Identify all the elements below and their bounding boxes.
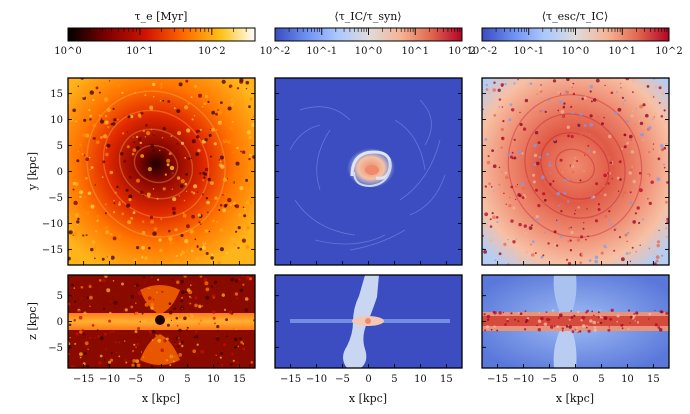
z-tick-label: 5 [57, 291, 63, 302]
colorbar-ic-syn: ⟨τ_IC/τ_syn⟩ 10^-2 10^-1 10^0 10^1 10^2 [260, 10, 476, 57]
x-tick-label: 15 [647, 374, 660, 385]
y-tick-label: 5 [57, 141, 63, 152]
x-axis-label-3: x [kpc] [556, 392, 594, 405]
x-tick-label: 5 [391, 374, 397, 385]
y-tick-label: −5 [48, 193, 63, 204]
colorbar-tick-label: 10^0 [562, 46, 589, 57]
colorbar-tick-label: 10^2 [448, 46, 475, 57]
colorbar-ic-syn-label: ⟨τ_IC/τ_syn⟩ [334, 10, 401, 23]
panel-esc-ic-face-on-spiral [507, 94, 643, 238]
x-tick-label: −10 [99, 374, 120, 385]
x-tick-label: −10 [513, 374, 534, 385]
panel-esc-ic-edge-on-speckle [483, 308, 669, 334]
colorbar-ic-syn-ticks: 10^-2 10^-1 10^0 10^1 10^2 [260, 28, 476, 57]
x-tick-label: 15 [440, 374, 453, 385]
x-tick-label: 0 [365, 374, 371, 385]
colorbar-tick-label: 10^2 [198, 46, 225, 57]
x-tick-label: 15 [233, 374, 246, 385]
panel-tau-e-edge-on-speckle [68, 275, 255, 368]
colorbar-tau-e: τ_e [Myr] 10^0 10^1 10^2 [54, 10, 256, 57]
z-tick-label: −5 [48, 343, 63, 354]
x-tick-label: −15 [280, 374, 301, 385]
colorbar-tick-label: 10^0 [355, 46, 382, 57]
colorbar-esc-ic: ⟨τ_esc/τ_IC⟩ 10^-2 10^-1 10^0 10^1 10^2 [467, 10, 683, 57]
panel-ic-syn-face-on [274, 77, 463, 266]
x-tick-label: −15 [487, 374, 508, 385]
panel-esc-ic-edge-on [481, 274, 670, 369]
panel-tau-e-edge-on [67, 274, 256, 369]
x-axis-label-1: x [kpc] [142, 392, 180, 405]
y-tick-label: 10 [50, 115, 63, 126]
x-tick-label: −5 [542, 374, 557, 385]
x-tick-label: 5 [598, 374, 604, 385]
panel-tau-e-face-on-spiral [86, 90, 226, 238]
panel-ic-syn-face-on-core [347, 148, 395, 188]
y-axis-label: y [kpc] [26, 152, 39, 191]
x-tick-label: −10 [306, 374, 327, 385]
x-tick-label: 5 [184, 374, 190, 385]
y-tick-label: 15 [50, 89, 63, 100]
colorbar-esc-ic-label: ⟨τ_esc/τ_IC⟩ [542, 10, 609, 23]
panel-esc-ic-face-on [481, 77, 670, 266]
colorbar-tau-e-ticks: 10^0 10^1 10^2 [54, 28, 247, 57]
x-tick-label: 0 [158, 374, 164, 385]
colorbar-tick-label: 10^2 [655, 46, 682, 57]
panel-tau-e-face-on-image [68, 78, 255, 265]
colorbar-tick-label: 10^1 [402, 46, 429, 57]
x-tick-label: −5 [335, 374, 350, 385]
y-tick-label: −15 [42, 245, 63, 256]
x-tick-label: 0 [572, 374, 578, 385]
colorbar-tick-label: 10^-1 [513, 46, 544, 57]
x-tick-label: −15 [73, 374, 94, 385]
colorbar-tick-label: 10^1 [609, 46, 636, 57]
z-axis-label: z [kpc] [26, 302, 39, 340]
colorbar-tick-label: 10^-1 [306, 46, 337, 57]
colorbar-tick-label: 10^-2 [260, 46, 291, 57]
y-tick-label: −10 [42, 219, 63, 230]
x-tick-label: −5 [128, 374, 143, 385]
x-tick-label: 10 [207, 374, 220, 385]
z-tick-label: 0 [57, 317, 63, 328]
y-tick-label: 0 [57, 167, 63, 178]
x-axis-label-2: x [kpc] [349, 392, 387, 405]
axis-ticks: 15 10 5 0 −5 −10 −15 5 0 −5 −15 −15 −15 −10 −10 −10 −5 −5… [42, 89, 669, 385]
colorbar-tick-label: 10^-2 [467, 46, 498, 57]
colorbar-esc-ic-ticks: 10^-2 10^-1 10^0 10^1 10^2 [467, 28, 683, 57]
panel-ic-syn-edge-on [274, 274, 463, 369]
panel-tau-e-face-on [67, 77, 256, 266]
colorbar-tick-label: 10^1 [126, 46, 153, 57]
panel-tau-e-face-on-speckle [68, 78, 255, 265]
x-tick-label: 10 [621, 374, 634, 385]
x-tick-label: 10 [414, 374, 427, 385]
colorbar-tick-label: 10^0 [54, 46, 81, 57]
colorbar-tau-e-label: τ_e [Myr] [135, 10, 188, 23]
panel-ic-syn-face-on-filaments [289, 99, 446, 251]
